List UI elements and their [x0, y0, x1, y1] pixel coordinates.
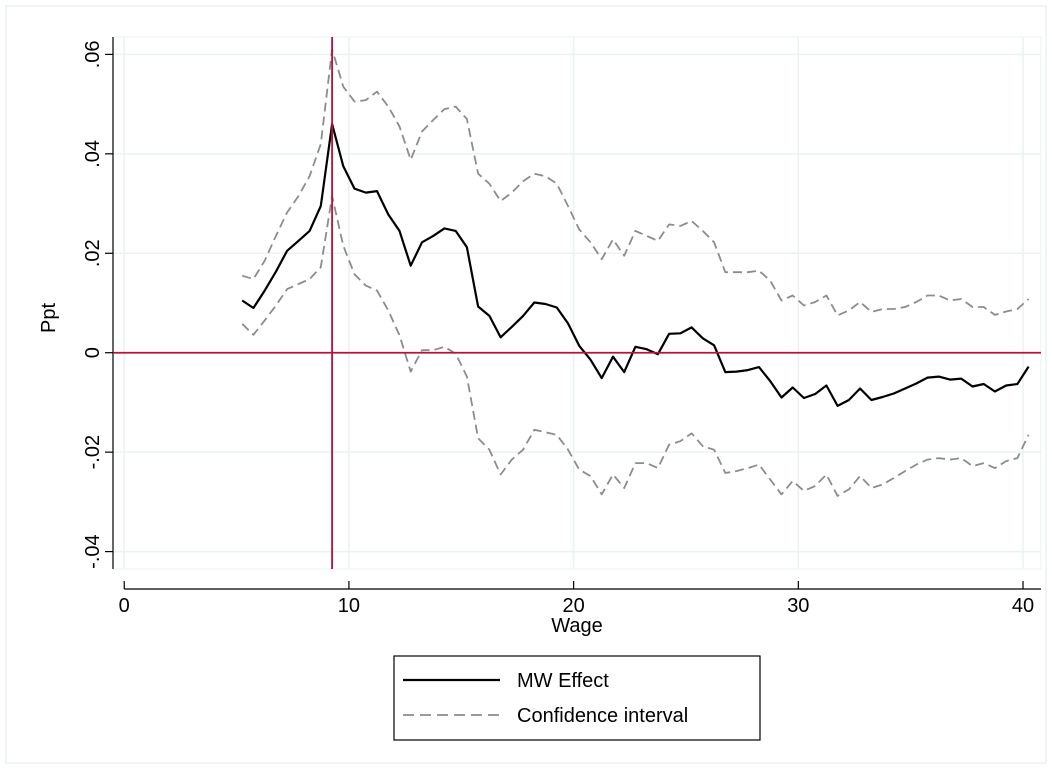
series-line-2 — [241, 195, 1030, 497]
gridlines — [113, 37, 1041, 569]
x-tick-label: 40 — [1012, 595, 1034, 617]
legend-label: MW Effect — [517, 670, 609, 692]
y-tick-label: .04 — [82, 140, 104, 168]
x-axis-title: Wage — [551, 615, 603, 637]
series-layer — [241, 48, 1030, 497]
y-tick-label: .06 — [82, 40, 104, 68]
series-line-1 — [241, 48, 1030, 317]
y-tick-label: -.04 — [82, 534, 104, 568]
y-tick-label: .02 — [82, 239, 104, 267]
legend-label: Confidence interval — [517, 705, 688, 727]
x-tick-label: 10 — [338, 595, 360, 617]
x-tick-label: 30 — [787, 595, 809, 617]
plot-region — [112, 36, 1042, 570]
y-tick-label: 0 — [82, 347, 104, 358]
series-line-0 — [241, 122, 1030, 407]
x-tick-label: 0 — [119, 595, 130, 617]
legend: MW Effect Confidence interval — [393, 655, 761, 741]
legend-box — [393, 655, 761, 741]
axes: -.04 -.02 0 .02 .04 .06 0 10 20 30 40 — [82, 37, 1041, 617]
y-tick-label: -.02 — [82, 435, 104, 469]
reference-lines — [113, 37, 1041, 569]
y-axis-title: Ppt — [38, 303, 60, 333]
x-tick-label: 20 — [563, 595, 585, 617]
